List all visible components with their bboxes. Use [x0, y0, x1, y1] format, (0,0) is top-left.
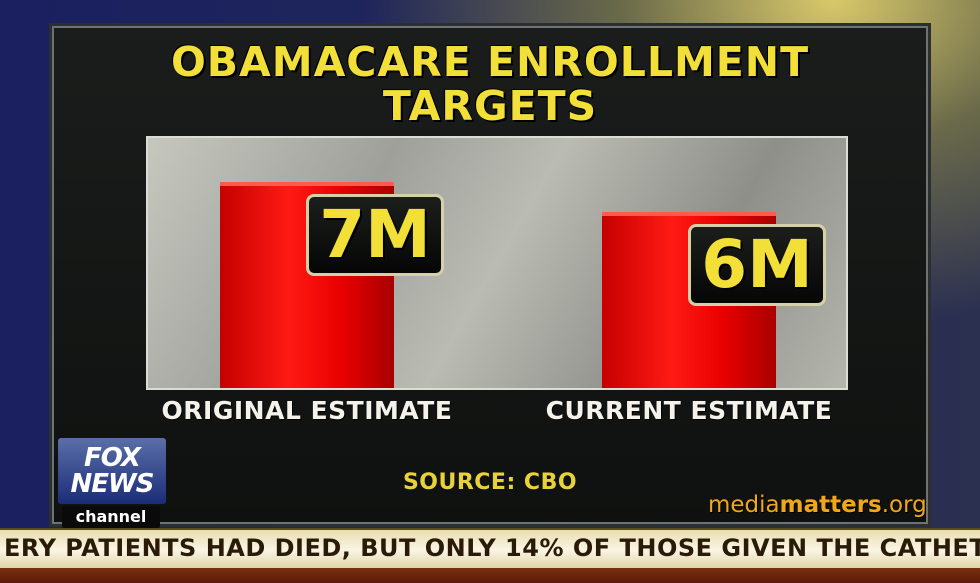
plot-area: 7M 6M	[146, 136, 848, 390]
value-label-current-estimate: 6M	[688, 224, 826, 306]
ticker-text: ERY PATIENTS HAD DIED, BUT ONLY 14% OF T…	[4, 534, 980, 562]
category-label-original-estimate: ORIGINAL ESTIMATE	[161, 396, 453, 425]
ticker-bottom-band	[0, 568, 980, 583]
logo-channel-label: channel	[62, 506, 160, 528]
mediamatters-watermark: mediamatters.org	[708, 492, 927, 518]
chart-subtitle: TARGETS	[382, 82, 598, 130]
source-note: SOURCE: CBO	[402, 470, 578, 495]
logo-text-news: NEWS	[70, 469, 155, 499]
news-ticker: ERY PATIENTS HAD DIED, BUT ONLY 14% OF T…	[0, 528, 980, 570]
category-label-current-estimate: CURRENT ESTIMATE	[545, 396, 833, 425]
value-label-original-estimate: 7M	[306, 194, 444, 276]
watermark-prefix: media	[708, 492, 780, 518]
watermark-suffix: .org	[881, 492, 927, 518]
fox-news-logo-mark: FOX NEWS	[58, 438, 166, 504]
logo-text-fox: FOX	[84, 443, 141, 473]
fox-news-logo: FOX NEWS channel	[58, 438, 166, 530]
watermark-bold: matters	[779, 492, 882, 518]
chart-title: OBAMACARE ENROLLMENT	[170, 38, 810, 86]
